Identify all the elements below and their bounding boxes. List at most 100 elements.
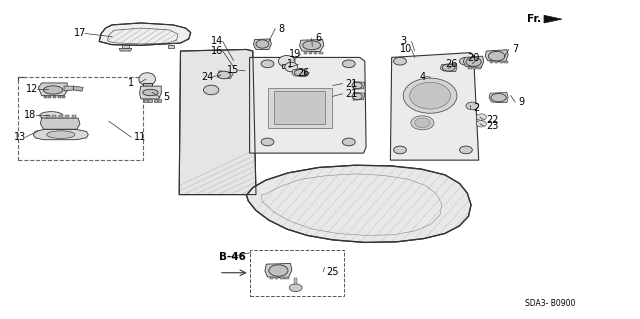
Ellipse shape [143,89,158,96]
Ellipse shape [460,146,472,154]
Polygon shape [246,165,471,242]
Bar [314,52,317,54]
Polygon shape [250,57,366,153]
Ellipse shape [352,82,362,89]
Polygon shape [544,15,562,23]
Bar [72,115,76,118]
Polygon shape [122,45,129,48]
Polygon shape [74,86,83,91]
Polygon shape [353,82,365,89]
Text: 14: 14 [211,36,223,47]
Bar [18,77,143,160]
Ellipse shape [403,78,457,113]
Text: 13: 13 [14,132,26,142]
Text: 11: 11 [134,132,147,142]
Polygon shape [179,49,256,195]
Bar [473,67,476,69]
Polygon shape [485,50,508,62]
Text: 8: 8 [278,24,285,34]
Text: 1: 1 [287,59,293,70]
Text: 26: 26 [298,68,310,78]
Ellipse shape [342,60,355,68]
Polygon shape [300,40,324,52]
Polygon shape [218,71,234,78]
Text: 4: 4 [419,72,426,82]
Bar [154,99,157,102]
Ellipse shape [261,60,274,68]
Ellipse shape [460,57,472,65]
Polygon shape [119,48,132,51]
Bar [46,115,50,118]
Bar [250,250,344,296]
Bar [294,278,297,284]
Text: 6: 6 [315,33,321,43]
Polygon shape [40,118,80,129]
Ellipse shape [269,265,288,276]
Text: 21: 21 [346,78,358,89]
Text: 1: 1 [128,78,134,88]
Bar [504,61,508,63]
Ellipse shape [411,116,434,130]
Text: 24: 24 [202,71,214,82]
Bar [304,52,307,54]
Ellipse shape [466,102,479,110]
Polygon shape [292,69,307,77]
Bar [58,96,61,98]
Bar [468,67,472,69]
Bar [309,52,312,54]
Ellipse shape [303,41,321,50]
Text: 2: 2 [474,103,480,114]
Ellipse shape [342,138,355,146]
Bar [495,61,498,63]
Bar [285,277,289,279]
Text: 3: 3 [400,36,406,47]
Text: SDA3- B0900: SDA3- B0900 [525,299,575,308]
Bar [44,96,47,98]
Ellipse shape [47,131,75,138]
Ellipse shape [394,146,406,154]
Text: 18: 18 [24,110,36,121]
Bar [143,83,152,87]
Text: 12: 12 [26,84,38,94]
Ellipse shape [204,85,219,95]
Ellipse shape [261,138,274,146]
Text: 26: 26 [445,59,457,69]
Text: Fr.: Fr. [527,14,541,24]
Polygon shape [33,130,88,140]
Text: 22: 22 [486,115,499,125]
Bar [270,277,273,279]
Bar [158,99,161,102]
Ellipse shape [40,112,63,119]
Bar [275,277,278,279]
Text: B-46: B-46 [219,252,246,262]
Ellipse shape [410,82,451,109]
Ellipse shape [278,56,295,67]
Ellipse shape [488,51,505,61]
Ellipse shape [442,64,455,71]
Ellipse shape [415,118,430,128]
Polygon shape [440,64,457,72]
Bar [48,96,51,98]
Text: 15: 15 [227,65,239,75]
Bar [59,115,63,118]
Ellipse shape [466,57,481,66]
Bar [280,277,284,279]
Ellipse shape [476,114,486,120]
Text: 25: 25 [326,267,339,277]
Polygon shape [353,93,365,100]
Text: 23: 23 [486,121,499,131]
Bar [274,91,325,124]
Bar [490,61,493,63]
Ellipse shape [256,40,269,48]
Bar [500,61,503,63]
Bar [282,64,291,68]
Ellipse shape [491,93,506,102]
Text: 5: 5 [163,92,170,102]
Text: 20: 20 [467,53,479,63]
Ellipse shape [285,62,298,72]
Bar [148,99,152,102]
Text: 16: 16 [211,46,223,56]
Bar [477,67,481,69]
Text: 21: 21 [346,89,358,99]
Polygon shape [168,45,174,48]
